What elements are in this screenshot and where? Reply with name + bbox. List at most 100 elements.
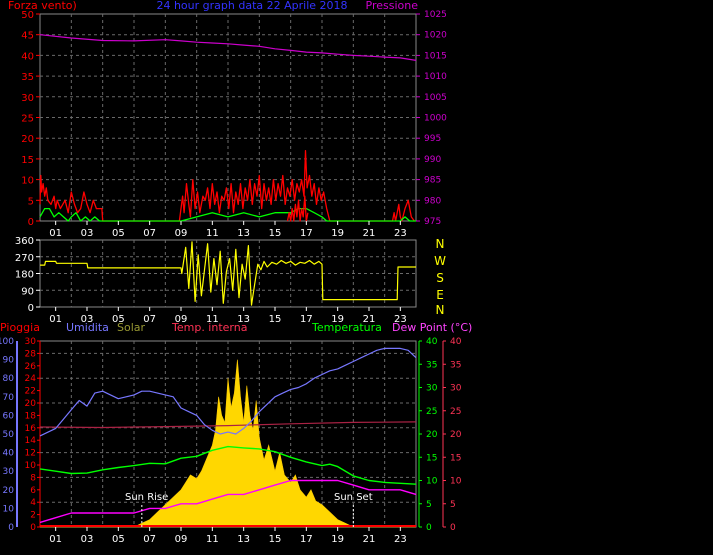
temperature-tick-label: 40 — [426, 337, 438, 347]
direction-tick-label: 0 — [28, 303, 34, 314]
wind-tick-label: 35 — [21, 72, 34, 83]
dewpoint-tick-label: 0 — [450, 523, 456, 533]
pressure-tick-label: 1025 — [424, 10, 447, 20]
dewpoint-tick-label: 30 — [450, 384, 462, 394]
x-tick-label: 23 — [394, 314, 407, 325]
direction-series — [40, 241, 416, 306]
temperature-tick-label: 10 — [426, 477, 438, 487]
pressure-tick-label: 985 — [424, 176, 441, 186]
wind-axis-ticks: 0 5 10 15 20 25 30 35 40 45 50 — [21, 10, 40, 228]
humidity-tick-label: 14 — [25, 436, 37, 446]
x-tick-label: 17 — [300, 534, 313, 545]
humidity-tick-label: 0 — [30, 523, 36, 533]
humidity-tick-label: 10 — [25, 461, 37, 471]
pressure-tick-label: 980 — [424, 196, 441, 206]
wind-panel-grid — [40, 14, 416, 221]
temperature-tick-label: 30 — [426, 384, 438, 394]
compass-label: S — [436, 271, 444, 285]
pressure-tick-label: 1000 — [424, 114, 447, 124]
x-tick-label: 13 — [237, 228, 250, 239]
humidity-tick-label: 6 — [30, 486, 36, 496]
x-tick-label: 05 — [112, 314, 125, 325]
x-tick-label: 05 — [112, 228, 125, 239]
temperature-tick-label: 25 — [426, 407, 437, 417]
gust-line — [286, 195, 309, 222]
direction-tick-label: 180 — [15, 270, 34, 281]
x-tick-label: 09 — [175, 228, 188, 239]
sun-rise-label: Sun Rise — [125, 492, 168, 503]
wind-x-ticks: 01 03 05 07 09 11 13 15 17 19 21 23 — [49, 221, 407, 239]
x-tick-label: 01 — [49, 534, 62, 545]
temperature-line — [39, 445, 417, 485]
direction-tick-label: 270 — [15, 253, 34, 264]
temperature-tick-label: 20 — [426, 430, 438, 440]
x-tick-label: 19 — [331, 314, 344, 325]
humidity-tick-label: 20 — [25, 399, 37, 409]
direction-x-ticks: 01 03 05 07 09 11 13 15 17 19 21 23 — [49, 307, 407, 325]
pressure-axis-label: Pressione — [366, 0, 419, 12]
x-tick-label: 11 — [206, 534, 219, 545]
avg_wind-line — [39, 207, 416, 222]
x-tick-label: 09 — [175, 534, 188, 545]
climate-x-ticks: 01 03 05 07 09 11 13 15 17 19 21 23 — [49, 527, 407, 545]
wind-tick-label: 50 — [21, 10, 34, 21]
dewpoint-line — [39, 479, 417, 524]
humidity-tick-label: 8 — [30, 473, 36, 483]
x-tick-label: 21 — [363, 228, 376, 239]
humidity-tick-label: 26 — [25, 362, 37, 372]
humidity-line — [39, 347, 417, 437]
dewpoint-tick-label: 10 — [450, 477, 462, 487]
x-tick-label: 03 — [81, 228, 94, 239]
x-tick-label: 03 — [81, 314, 94, 325]
humidity-axis-label: Umidita — [66, 321, 109, 334]
x-tick-label: 05 — [112, 534, 125, 545]
x-tick-label: 03 — [81, 534, 94, 545]
temperature-tick-label: 15 — [426, 453, 437, 463]
humidity-tick-label: 28 — [25, 349, 37, 359]
x-tick-label: 19 — [331, 228, 344, 239]
humidity-tick-label: 24 — [25, 374, 37, 384]
indoor-temp-axis-label: Temp. interna — [171, 321, 247, 334]
temperature-axis-label: Temperatura — [311, 321, 382, 334]
humidity-tick-label: 4 — [30, 498, 36, 508]
chart-title: 24 hour graph data 22 Aprile 2018 — [156, 0, 347, 12]
x-tick-label: 01 — [49, 228, 62, 239]
x-tick-label: 21 — [363, 314, 376, 325]
wind-tick-label: 25 — [21, 114, 34, 125]
pressure-line — [39, 34, 417, 61]
climate-axes: 0102030405060708090100024681012141618202… — [0, 337, 462, 533]
solar-area — [40, 359, 416, 528]
x-tick-label: 17 — [300, 314, 313, 325]
humidity-tick-label: 2 — [30, 511, 36, 521]
wind-tick-label: 30 — [21, 93, 34, 104]
rain-tick-label: 100 — [0, 337, 14, 347]
x-tick-label: 07 — [143, 534, 156, 545]
x-tick-label: 23 — [394, 228, 407, 239]
humidity-tick-label: 22 — [25, 387, 36, 397]
pressure-axis-ticks: 975 980 985 990 995 1000 1005 1010 1015 1020 1025 — [416, 10, 447, 227]
indoor-temp-line — [39, 421, 417, 429]
pressure-tick-label: 1020 — [424, 31, 447, 41]
temperature-tick-label: 0 — [426, 523, 432, 533]
wind-tick-label: 0 — [28, 217, 34, 228]
dewpoint-tick-label: 40 — [450, 337, 462, 347]
temperature-tick-label: 35 — [426, 360, 437, 370]
dewpoint-tick-label: 15 — [450, 453, 461, 463]
direction-tick-label: 90 — [21, 286, 34, 297]
x-tick-label: 07 — [143, 228, 156, 239]
x-tick-label: 07 — [143, 314, 156, 325]
x-tick-label: 19 — [331, 534, 344, 545]
pressure-tick-label: 1005 — [424, 93, 447, 103]
compass-label: N — [436, 237, 445, 251]
temperature-tick-label: 5 — [426, 500, 432, 510]
pressure-tick-label: 1015 — [424, 51, 447, 61]
rain-tick-label: 20 — [3, 486, 15, 496]
pressure-tick-label: 995 — [424, 134, 441, 144]
pressure-tick-label: 1010 — [424, 72, 447, 82]
humidity-tick-label: 30 — [25, 337, 37, 347]
sun-set-label: Sun Set — [334, 492, 373, 503]
x-tick-label: 17 — [300, 228, 313, 239]
